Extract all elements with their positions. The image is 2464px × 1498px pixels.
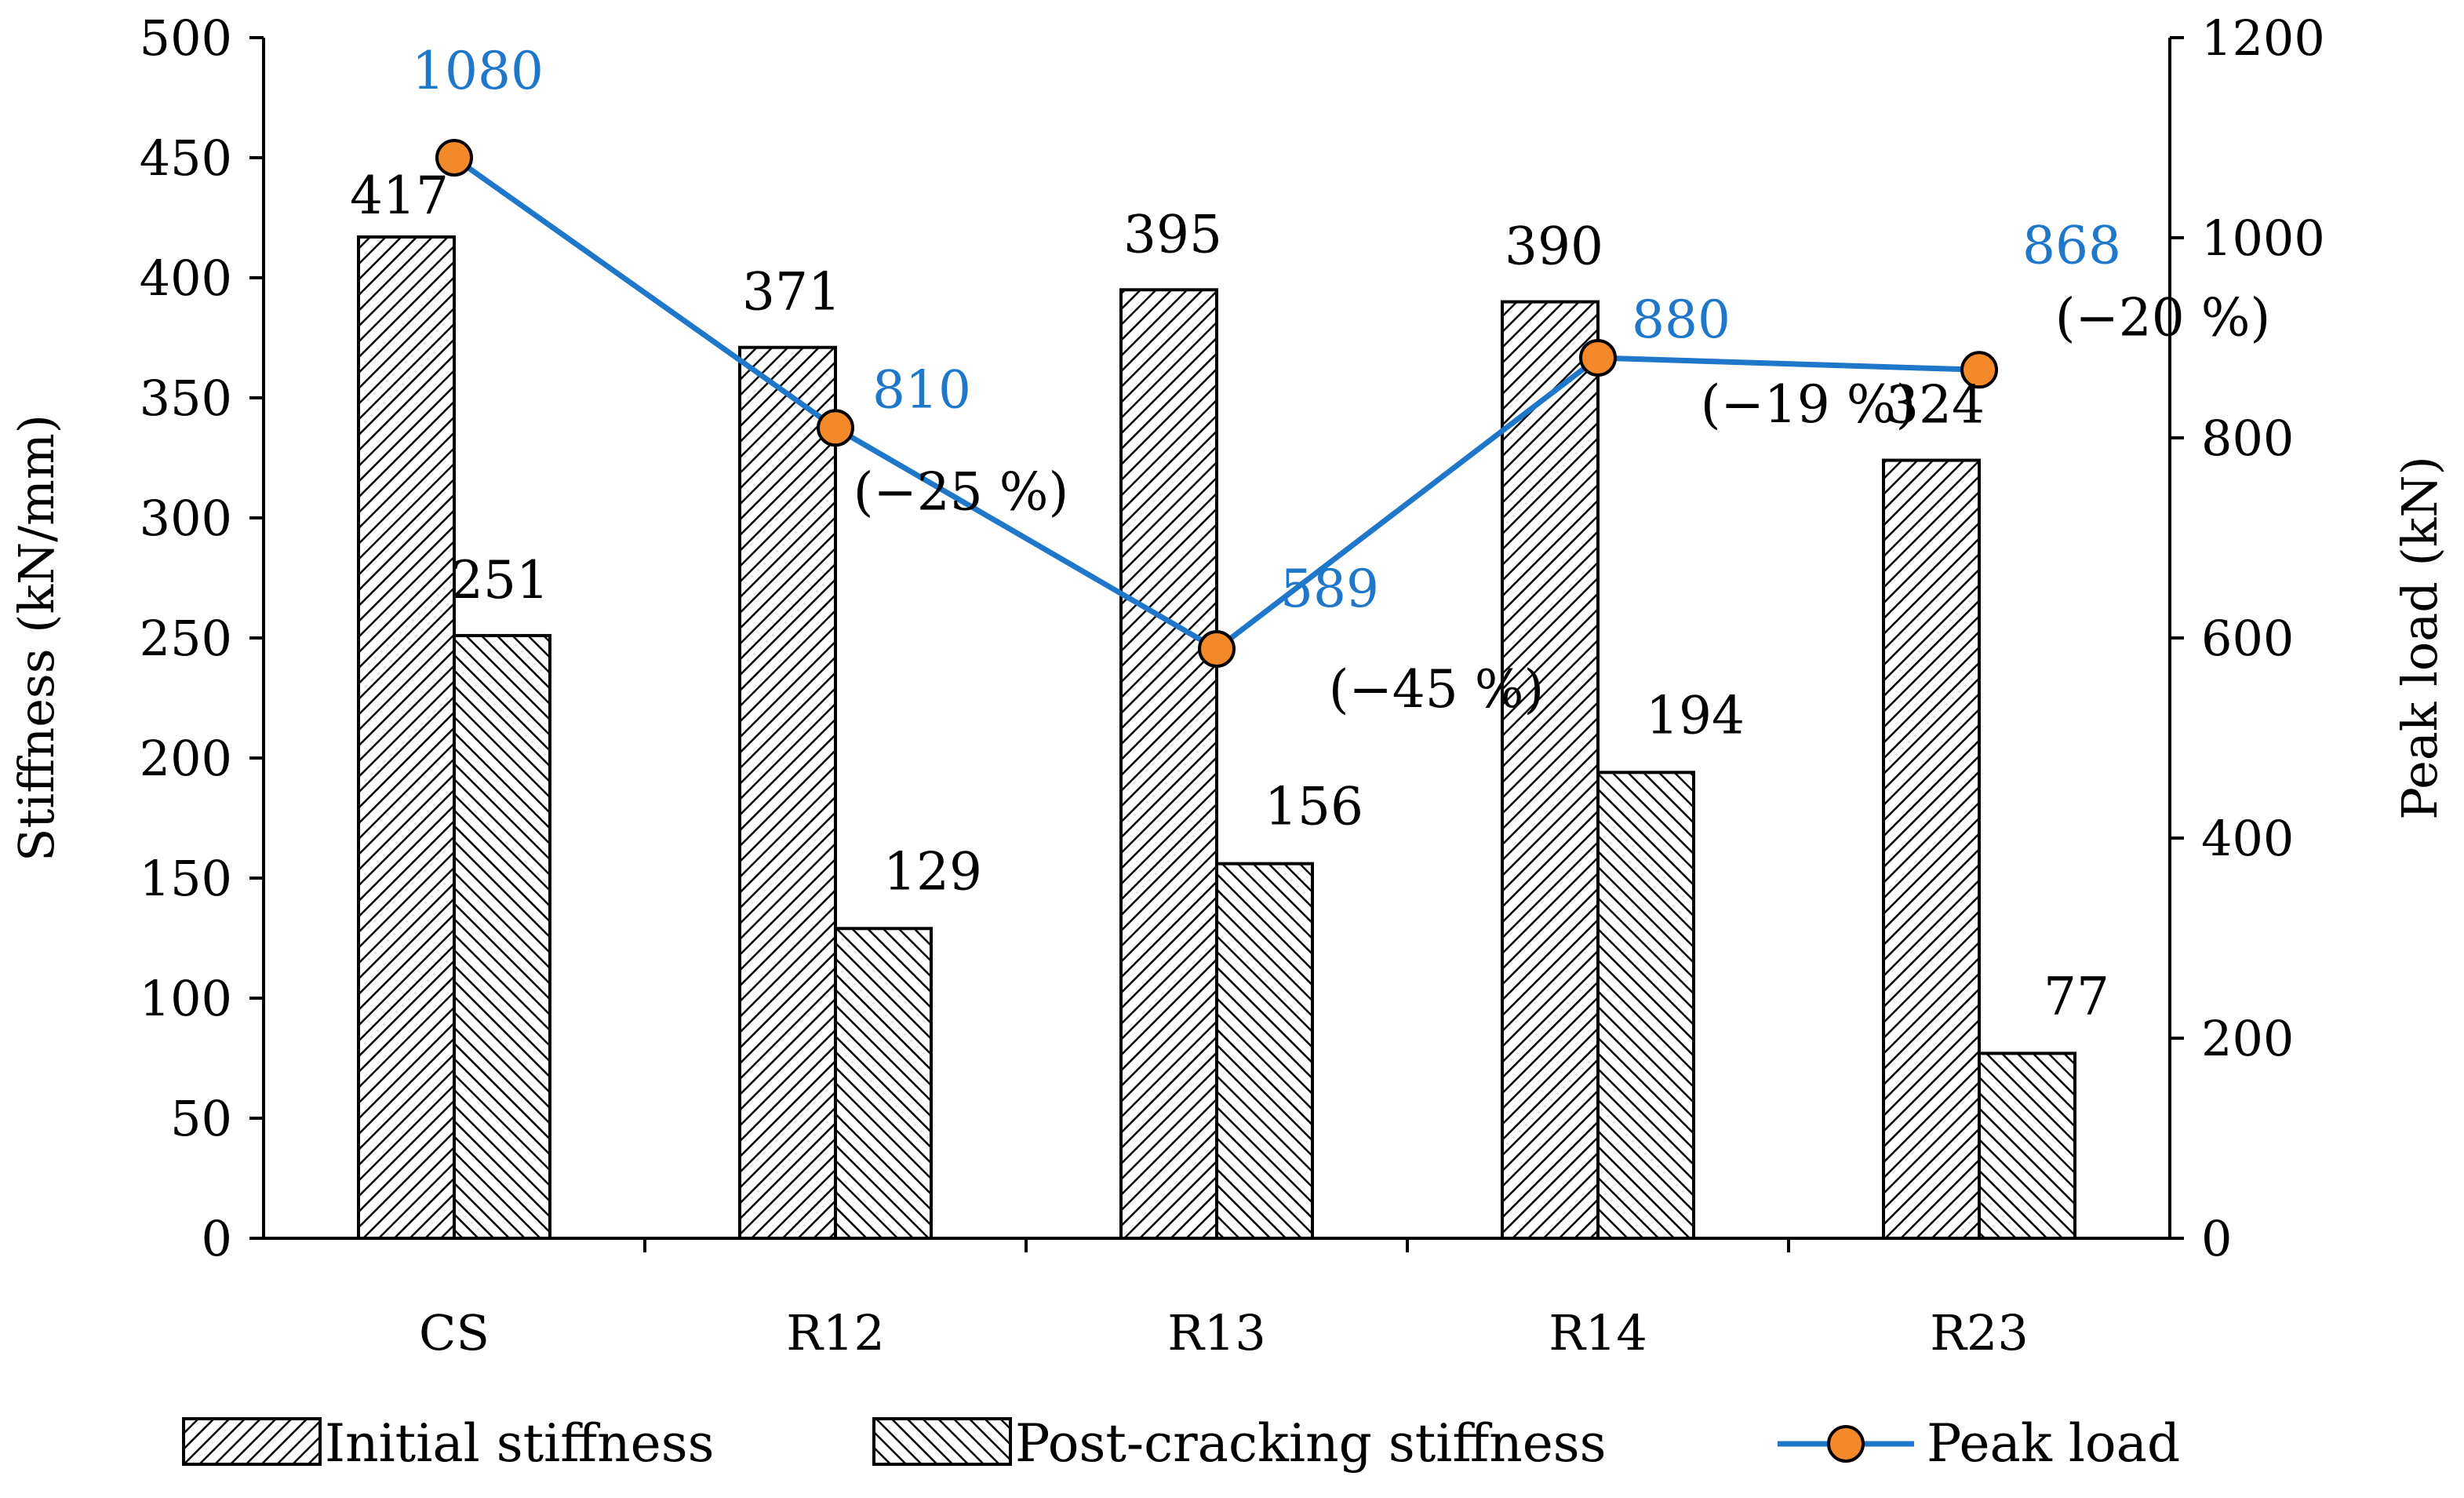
y2-tick-label: 1000 [2201, 210, 2325, 267]
bar-post-cracking-stiffness [1978, 1052, 2076, 1240]
legend-layer: Initial stiffness Post-cracking stiffness… [182, 1413, 2180, 1474]
initial-stiffness-value-label: 390 [1505, 217, 1603, 277]
x-tick-label: R23 [1930, 1304, 2029, 1361]
bar-post-cracking-stiffness [453, 633, 551, 1240]
y-tick-label: 0 [202, 1210, 232, 1267]
bar-initial-stiffness [1501, 300, 1600, 1241]
post-cracking-stiffness-value-label: 129 [883, 841, 982, 902]
peak-load-marker [1960, 351, 1998, 389]
line-layer [435, 139, 1998, 669]
y-tick-label: 450 [140, 129, 232, 187]
x-tick-label: CS [419, 1304, 490, 1361]
peak-load-change-annotation: (−20 %) [2055, 287, 2270, 348]
bar-initial-stiffness [357, 235, 456, 1241]
post-cracking-stiffness-value-label: 77 [2044, 966, 2109, 1026]
bar-initial-stiffness [738, 345, 837, 1240]
y-tick-label: 100 [140, 970, 232, 1027]
y2-tick-label: 600 [2201, 610, 2294, 667]
x-tick-label: R13 [1167, 1304, 1266, 1361]
bars-layer [357, 235, 2076, 1241]
peak-load-change-annotation: (−25 %) [853, 461, 1068, 522]
y-tick-label: 50 [170, 1090, 232, 1147]
x-tick-label: R14 [1549, 1304, 1647, 1361]
y-tick-label: 150 [140, 850, 232, 907]
labels-layer: 417 251 371 129 395 156 390 194 324 77 1080 810 (−25… [350, 41, 2270, 1026]
peak-load-change-annotation: (−19 %) [1701, 374, 1916, 435]
post-cracking-stiffness-value-label: 156 [1265, 777, 1363, 837]
peak-load-value-label: 1080 [412, 41, 544, 101]
peak-load-value-label: 589 [1280, 559, 1379, 619]
y-tick-label: 400 [140, 250, 232, 307]
legend-label-peak-load: Peak load [1927, 1413, 2180, 1474]
y-tick-label: 300 [140, 490, 232, 547]
bar-initial-stiffness [1119, 288, 1218, 1240]
legend-swatch-post-cracking-stiffness [872, 1417, 1012, 1466]
peak-load-value-label: 868 [2022, 215, 2121, 275]
bar-post-cracking-stiffness [834, 927, 933, 1240]
post-cracking-stiffness-value-label: 194 [1646, 685, 1745, 745]
x-tick-label: R12 [786, 1304, 885, 1361]
legend-marker-peak-load [1827, 1425, 1865, 1463]
y-tick-label: 200 [140, 730, 232, 787]
post-cracking-stiffness-value-label: 251 [450, 550, 549, 610]
bar-post-cracking-stiffness [1215, 862, 1314, 1240]
initial-stiffness-value-label: 417 [350, 166, 449, 226]
y-axis-title: Stiffness (kN/mm) [8, 414, 65, 862]
y2-tick-label: 800 [2201, 410, 2294, 467]
axes-layer: 0 50 100 150 200 250 300 350 400 450 500 0 200 400 600… [8, 9, 2448, 1361]
peak-load-marker [435, 139, 473, 177]
peak-load-change-annotation: (−45 %) [1329, 659, 1544, 720]
bar-initial-stiffness [1882, 458, 1981, 1240]
y-tick-label: 350 [140, 370, 232, 427]
peak-load-marker [1579, 339, 1617, 377]
initial-stiffness-value-label: 324 [1886, 375, 1985, 436]
initial-stiffness-value-label: 371 [742, 262, 841, 323]
bar-post-cracking-stiffness [1596, 771, 1695, 1240]
y-tick-label: 250 [140, 610, 232, 667]
initial-stiffness-value-label: 395 [1123, 204, 1222, 264]
y2-axis-title: Peak load (kN) [2391, 456, 2448, 820]
legend-swatch-initial-stiffness [182, 1417, 322, 1466]
y2-tick-label: 200 [2201, 1010, 2294, 1067]
legend-label-initial-stiffness: Initial stiffness [325, 1413, 714, 1474]
y-tick-label: 500 [140, 9, 232, 67]
y2-tick-label: 400 [2201, 810, 2294, 867]
peak-load-marker [817, 409, 854, 447]
peak-load-value-label: 810 [872, 359, 971, 420]
y2-tick-label: 0 [2201, 1210, 2232, 1267]
peak-load-marker [1198, 630, 1236, 669]
y2-tick-label: 1200 [2201, 9, 2325, 67]
legend-label-post-cracking-stiffness: Post-cracking stiffness [1015, 1413, 1607, 1474]
peak-load-value-label: 880 [1632, 290, 1731, 350]
